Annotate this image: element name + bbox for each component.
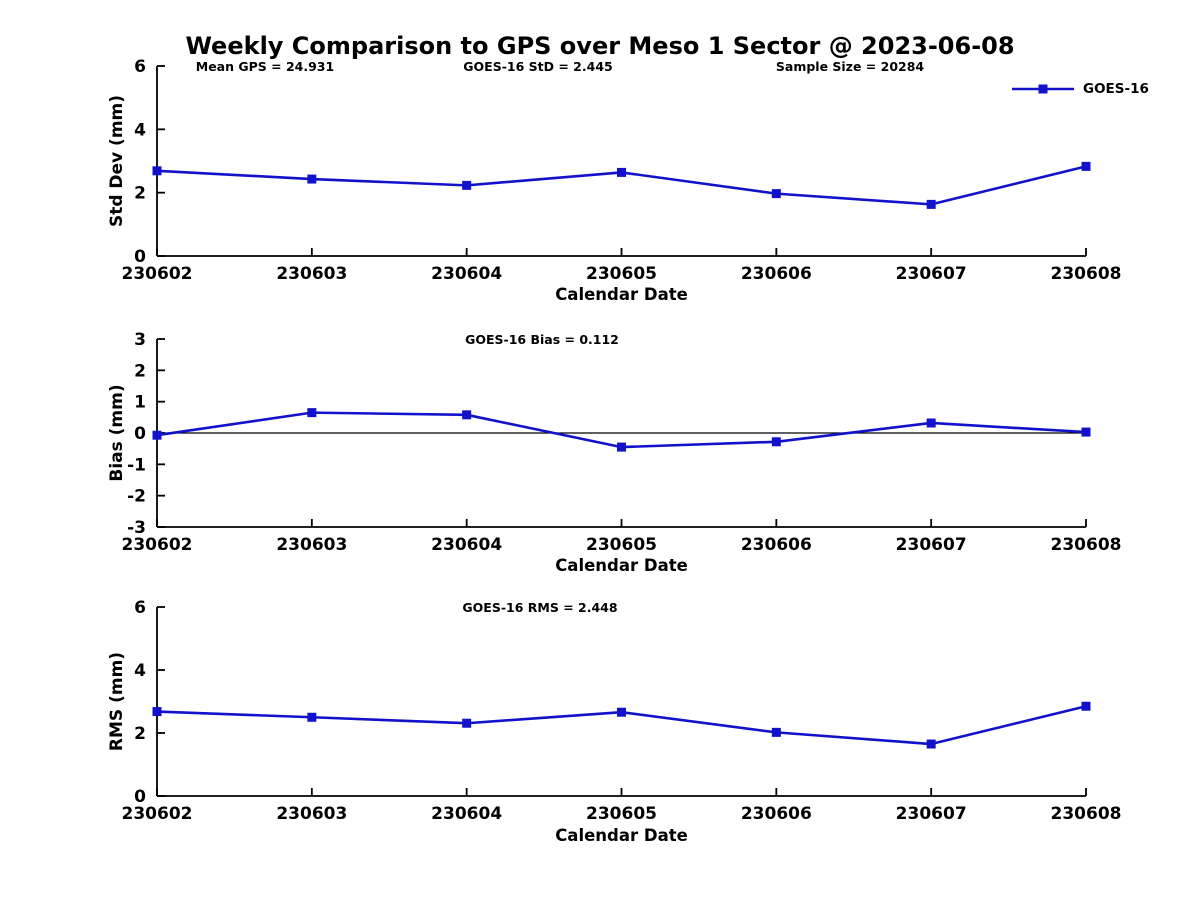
data-point-marker [307,408,317,418]
x-tick-label: 230604 [431,535,502,555]
annotation-text: GOES-16 RMS = 2.448 [462,600,617,615]
data-point-marker [926,199,936,209]
y-axis-label: Std Dev (mm) [107,95,127,227]
y-tick-label: 1 [134,393,146,413]
y-tick-label: 6 [134,598,146,618]
y-tick-label: 0 [134,787,146,807]
data-point-marker [462,410,472,420]
data-point-marker [1081,161,1091,171]
x-tick-label: 230607 [896,804,967,824]
y-tick-label: 2 [134,184,146,204]
data-point-marker [1081,701,1091,711]
x-tick-label: 230608 [1051,264,1122,284]
x-tick-label: 230608 [1051,535,1122,555]
x-tick-label: 230604 [431,264,502,284]
x-tick-label: 230608 [1051,804,1122,824]
y-tick-label: 3 [134,330,146,350]
data-point-marker [617,167,626,177]
y-tick-label: -1 [127,455,146,475]
x-tick-label: 230605 [586,264,657,284]
data-point-marker [152,430,162,440]
y-axis-label: Bias (mm) [107,384,127,481]
x-tick-label: 230606 [741,804,812,824]
y-tick-label: 0 [134,424,146,444]
subplot-bias-mm: -3 -2 -1 0 1 2 3 230602 230603 230604 230605 230606… [107,330,1121,575]
data-point-marker [1081,427,1091,437]
x-tick-label: 230605 [586,804,657,824]
annotation-text: Sample Size = 20284 [776,59,925,74]
data-point-marker [462,180,472,190]
y-tick-label: 2 [134,724,146,744]
data-point-marker [152,707,162,717]
y-tick-label: -3 [127,518,146,538]
annotation-text: GOES-16 Bias = 0.112 [465,332,619,347]
subplot-rms-mm: 0 2 4 6 230602 230603 230604 230605 230606 230607… [107,598,1121,845]
y-tick-label: 0 [134,247,146,267]
data-point-marker [152,166,162,176]
x-axis-label: Calendar Date [555,826,688,845]
x-tick-label: 230603 [276,264,347,284]
y-tick-label: -2 [127,487,146,507]
y-tick-label: 2 [134,361,146,381]
x-tick-label: 230606 [741,264,812,284]
x-tick-label: 230607 [896,535,967,555]
subplot-std-dev-mm: 0 2 4 6 230602 230603 230604 230605 230606 230607… [107,57,1121,304]
x-tick-label: 230603 [276,535,347,555]
legend-label: GOES-16 [1083,81,1149,97]
x-axis-label: Calendar Date [555,556,688,575]
x-tick-label: 230603 [276,804,347,824]
data-point-marker [926,418,936,428]
data-point-marker [771,189,781,199]
figure-title: Weekly Comparison to GPS over Meso 1 Sec… [185,32,1015,60]
y-axis-label: RMS (mm) [107,652,127,751]
data-point-marker [617,707,626,717]
annotation-text: Mean GPS = 24.931 [196,59,334,74]
data-point-marker [926,739,936,749]
legend: GOES-16 [1010,80,1149,98]
data-point-marker [307,712,317,722]
x-axis-label: Calendar Date [555,285,688,304]
y-tick-label: 4 [134,120,146,140]
x-tick-label: 230602 [122,264,193,284]
x-tick-label: 230606 [741,535,812,555]
legend-line-icon [1012,84,1074,94]
data-point-marker [771,437,781,447]
x-tick-label: 230602 [122,804,193,824]
y-tick-label: 6 [134,57,146,77]
line-series-goes-16 [155,411,1088,449]
x-tick-label: 230607 [896,264,967,284]
annotation-text: GOES-16 StD = 2.445 [463,59,612,74]
x-tick-label: 230605 [586,535,657,555]
x-tick-label: 230602 [122,535,193,555]
data-point-marker [307,174,317,184]
y-tick-label: 4 [134,661,146,681]
data-point-marker [771,727,781,737]
data-point-marker [617,442,626,452]
x-tick-label: 230604 [431,804,502,824]
data-point-marker [462,718,472,728]
